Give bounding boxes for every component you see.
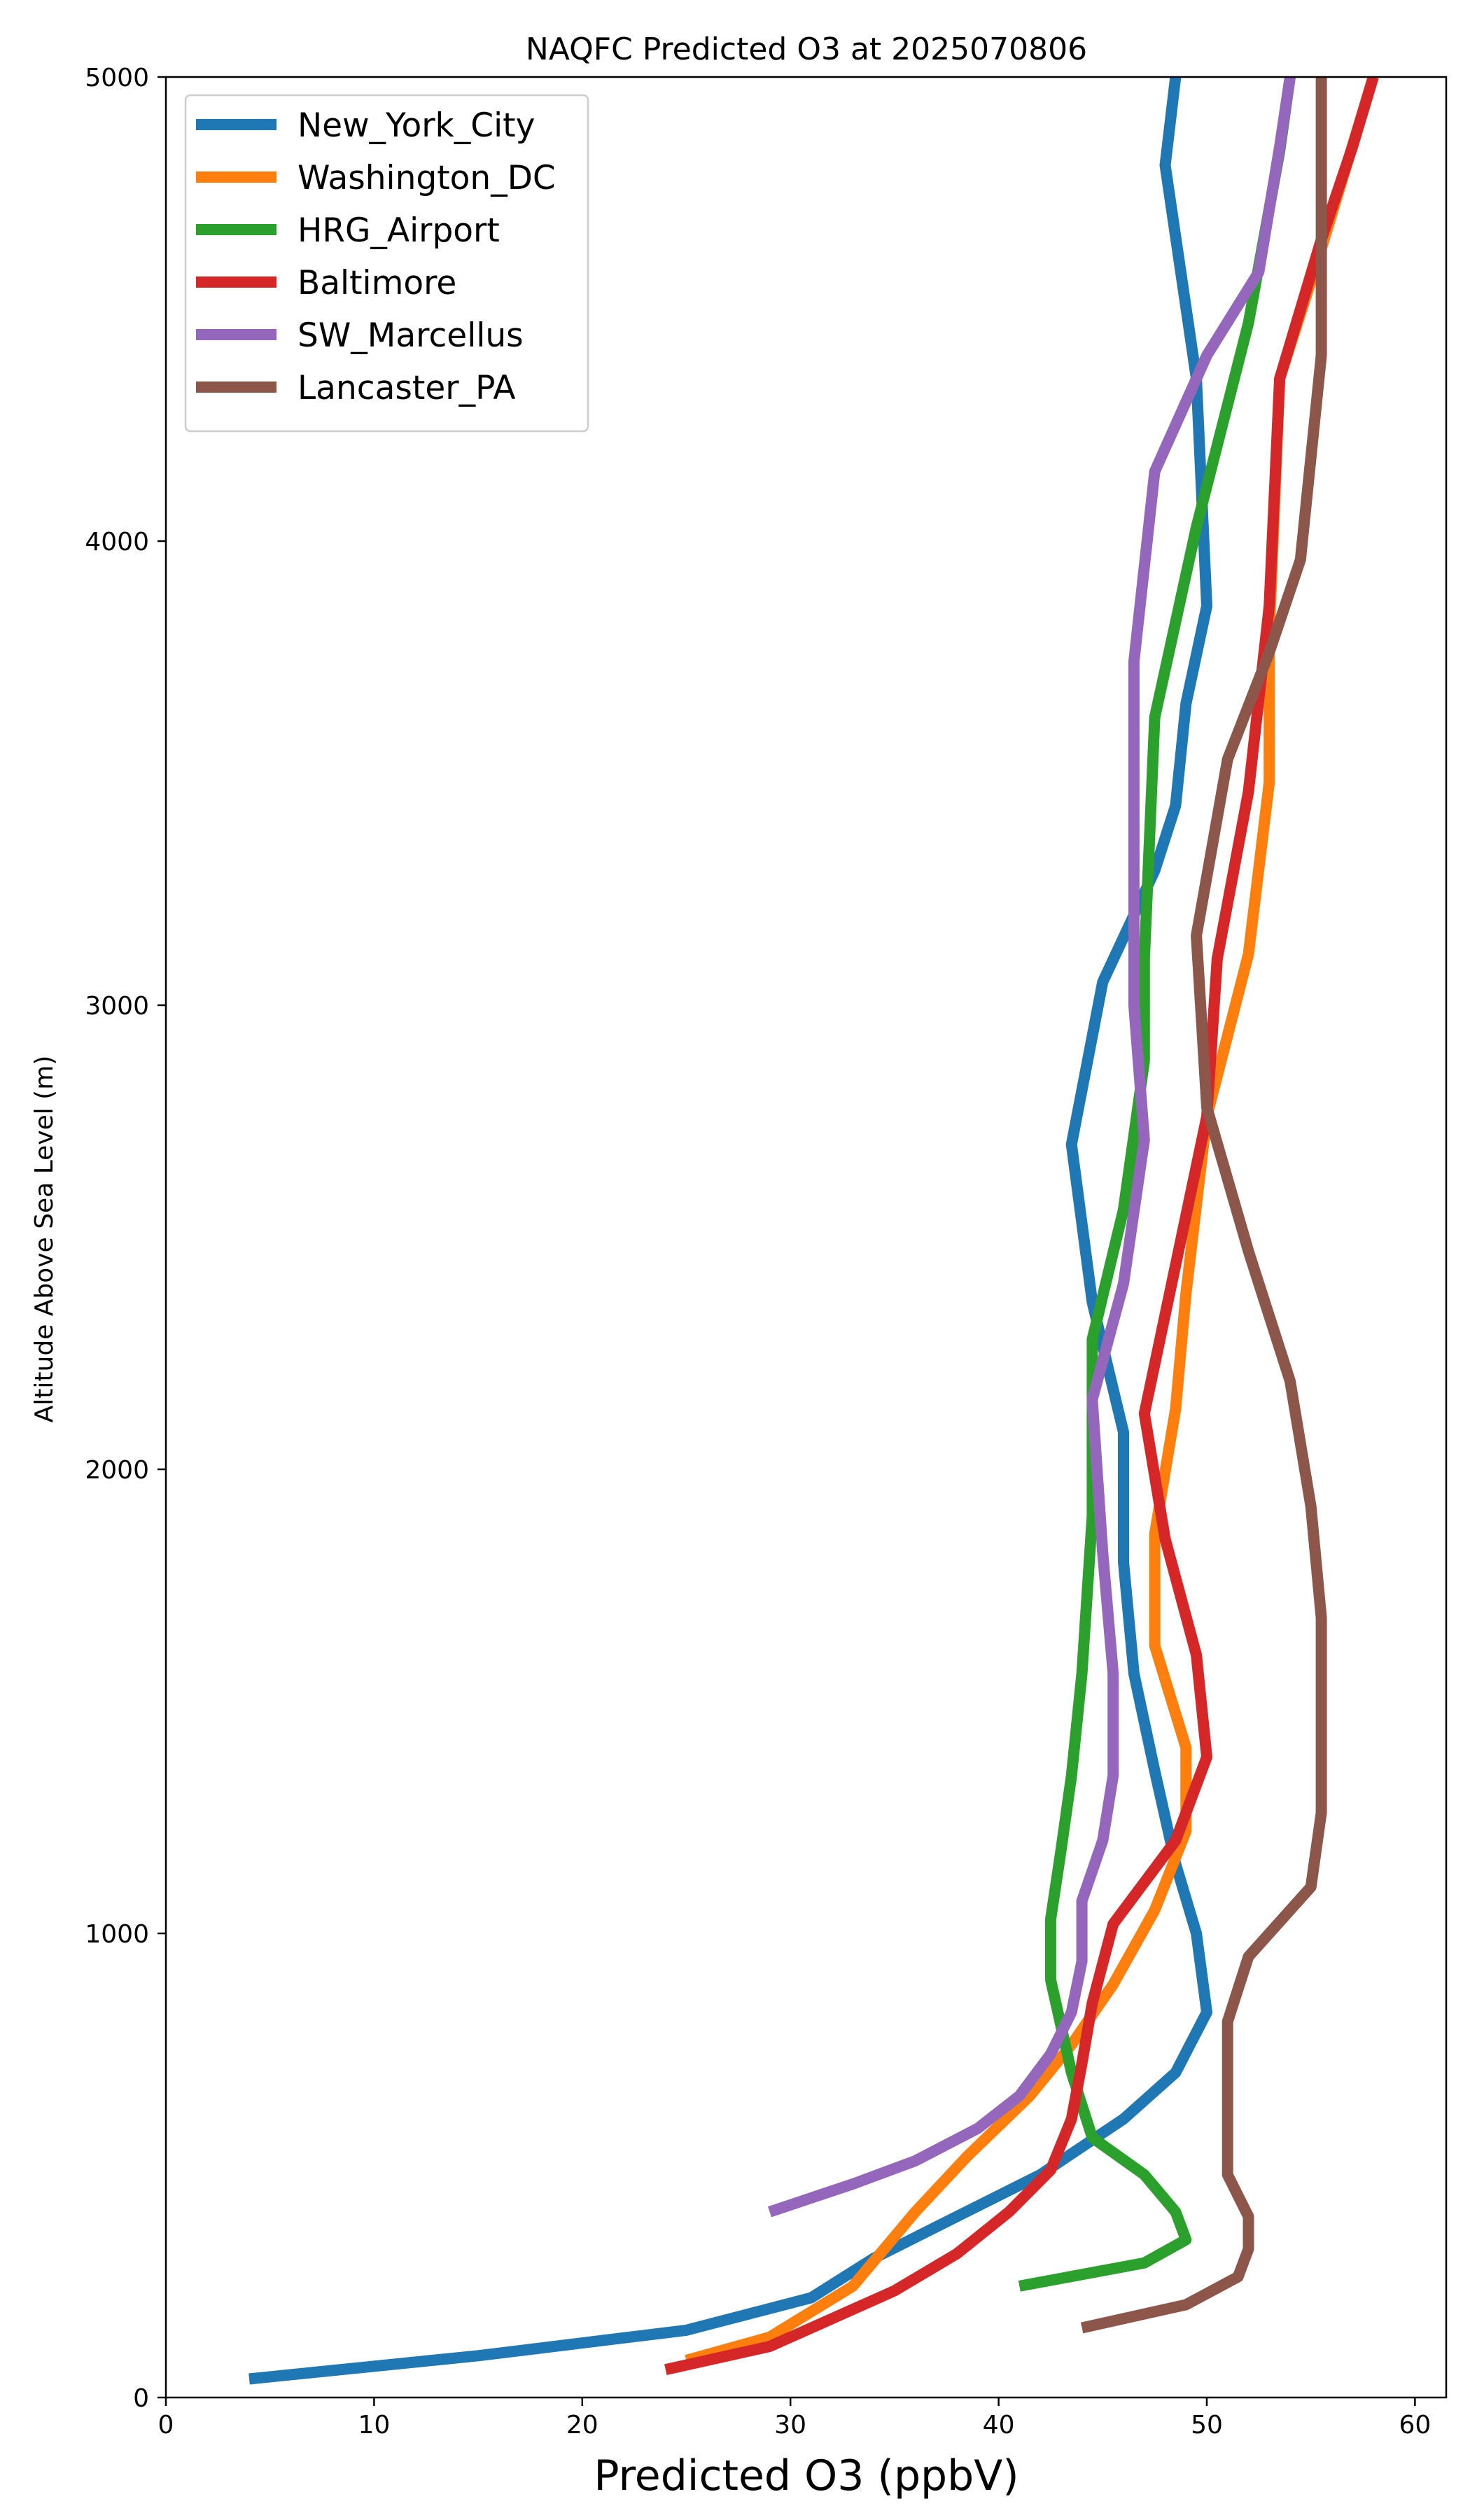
legend-label: Washington_DC bbox=[298, 159, 556, 197]
legend-label: Baltimore bbox=[298, 264, 456, 302]
legend-label: HRG_Airport bbox=[298, 211, 500, 250]
y-tick-label: 0 bbox=[133, 2384, 149, 2413]
y-tick-label: 4000 bbox=[85, 528, 149, 556]
series-line-washington-dc bbox=[685, 77, 1379, 2366]
y-tick-label: 3000 bbox=[85, 992, 149, 1021]
x-tick-label: 50 bbox=[1191, 2411, 1223, 2440]
x-tick-label: 0 bbox=[158, 2411, 174, 2440]
x-tick-label: 60 bbox=[1399, 2411, 1431, 2440]
y-tick-label: 1000 bbox=[85, 1920, 149, 1949]
plot-area bbox=[248, 77, 1379, 2385]
chart-title: NAQFC Predicted O3 at 2025070806 bbox=[526, 31, 1087, 67]
legend-label: Lancaster_PA bbox=[298, 369, 516, 407]
x-tick-label: 10 bbox=[358, 2411, 390, 2440]
y-tick-label: 2000 bbox=[85, 1456, 149, 1485]
plot-frame bbox=[164, 76, 1448, 2399]
x-axis-label: Predicted O3 (ppbV) bbox=[594, 2451, 1018, 2500]
x-tick-label: 40 bbox=[983, 2411, 1015, 2440]
series-line-hrg-airport bbox=[1018, 77, 1296, 2292]
series-line-sw-marcellus bbox=[767, 77, 1296, 2218]
x-tick-label: 30 bbox=[774, 2411, 806, 2440]
axes: 0 10 20 30 40 50 60 0 1000 2000 3000 4000 5000 bbox=[85, 64, 1448, 2440]
legend-box bbox=[184, 94, 589, 433]
x-tick-label: 20 bbox=[566, 2411, 598, 2440]
y-tick-label: 5000 bbox=[85, 64, 149, 92]
legend-label: SW_Marcellus bbox=[298, 316, 524, 355]
series-line-lancaster-pa bbox=[1080, 77, 1327, 2334]
legend-label: New_York_City bbox=[298, 106, 535, 145]
y-axis-label: Altitude Above Sea Level (m) bbox=[30, 1056, 59, 1423]
legend: New_York_City Washington_DC HRG_Airport Bal… bbox=[184, 94, 589, 433]
series-line-baltimore bbox=[664, 77, 1379, 2376]
